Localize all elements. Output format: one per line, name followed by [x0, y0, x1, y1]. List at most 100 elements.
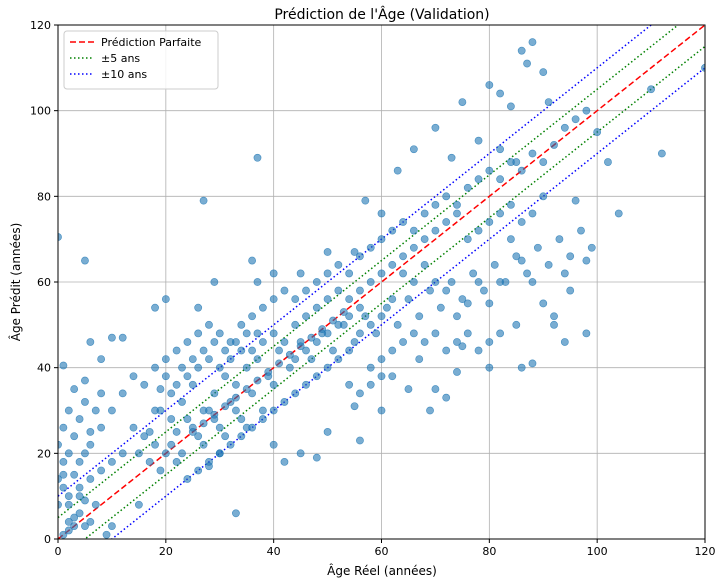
data-point — [205, 406, 213, 415]
data-point — [258, 303, 267, 312]
data-point — [366, 363, 375, 372]
data-point — [431, 200, 440, 209]
data-point — [302, 286, 310, 295]
data-point — [253, 153, 262, 162]
data-point — [334, 260, 343, 269]
data-point — [172, 380, 181, 389]
data-point — [285, 363, 294, 372]
data-point — [334, 355, 343, 363]
data-point — [361, 312, 370, 321]
data-point — [614, 209, 623, 218]
data-point — [528, 38, 537, 47]
data-point — [356, 389, 364, 398]
data-point — [442, 286, 451, 295]
data-point — [269, 329, 278, 338]
data-point — [399, 338, 407, 346]
legend-label: ±10 ans — [101, 68, 147, 81]
data-point — [431, 123, 440, 132]
data-point — [582, 106, 591, 115]
legend: Prédiction Parfaite ±5 ans ±10 ans — [63, 30, 219, 90]
data-point — [178, 363, 186, 372]
data-point — [64, 406, 73, 415]
data-point — [647, 85, 655, 94]
data-point — [151, 440, 159, 449]
data-point — [420, 235, 429, 244]
data-point — [458, 295, 467, 304]
data-point — [232, 380, 240, 389]
data-point — [258, 415, 267, 423]
data-point — [442, 192, 451, 201]
data-point — [307, 333, 316, 342]
data-point — [91, 406, 100, 415]
data-point — [329, 346, 337, 355]
data-point — [582, 329, 591, 338]
data-point — [431, 226, 440, 235]
data-point — [161, 372, 170, 381]
data-point — [210, 338, 219, 346]
data-point — [86, 428, 95, 436]
data-point — [356, 252, 364, 261]
y-tick-label: 20 — [37, 447, 51, 460]
data-point — [232, 509, 240, 518]
data-point — [140, 380, 149, 389]
data-point — [296, 269, 305, 278]
data-point — [108, 406, 116, 415]
data-point — [199, 419, 208, 428]
data-point — [59, 423, 68, 432]
data-point — [555, 235, 564, 244]
data-point — [480, 286, 488, 295]
data-point — [70, 385, 79, 393]
data-point — [172, 457, 181, 466]
data-point — [291, 295, 300, 304]
data-point — [81, 376, 89, 385]
data-point — [393, 166, 402, 175]
data-point — [145, 428, 154, 436]
data-point — [474, 278, 483, 286]
y-tick-label: 40 — [37, 362, 51, 375]
data-point — [453, 200, 461, 209]
data-point — [221, 432, 230, 441]
data-point — [210, 415, 219, 423]
data-point — [506, 200, 515, 209]
data-point — [102, 530, 111, 539]
data-point — [226, 355, 235, 363]
data-point — [404, 385, 413, 393]
data-point — [377, 209, 386, 218]
data-point — [226, 440, 235, 449]
data-point — [86, 440, 95, 449]
data-point — [512, 320, 521, 329]
data-point — [453, 209, 461, 218]
data-point — [285, 350, 294, 359]
data-point — [312, 372, 321, 381]
data-point — [242, 329, 251, 338]
data-point — [97, 466, 106, 475]
data-point — [269, 406, 278, 415]
data-point — [188, 423, 197, 432]
data-point — [75, 492, 84, 501]
data-point — [312, 278, 321, 286]
data-point — [426, 406, 434, 415]
data-point — [237, 432, 246, 441]
data-point — [453, 312, 461, 321]
data-point — [280, 398, 289, 406]
data-point — [474, 175, 483, 184]
data-point — [167, 415, 176, 423]
data-point — [571, 115, 580, 124]
data-point — [469, 269, 478, 278]
data-point — [453, 338, 461, 346]
y-tick-label: 0 — [44, 533, 51, 546]
data-point — [528, 278, 537, 286]
data-point — [506, 235, 515, 244]
data-point — [264, 368, 273, 376]
y-tick-label: 120 — [30, 19, 51, 32]
data-point — [388, 346, 397, 355]
data-point — [199, 440, 208, 449]
data-point — [388, 372, 397, 381]
data-point — [312, 453, 321, 462]
data-point — [167, 389, 176, 398]
data-point — [366, 320, 375, 329]
data-point — [248, 346, 256, 355]
data-point — [248, 256, 256, 265]
data-point — [156, 466, 165, 475]
